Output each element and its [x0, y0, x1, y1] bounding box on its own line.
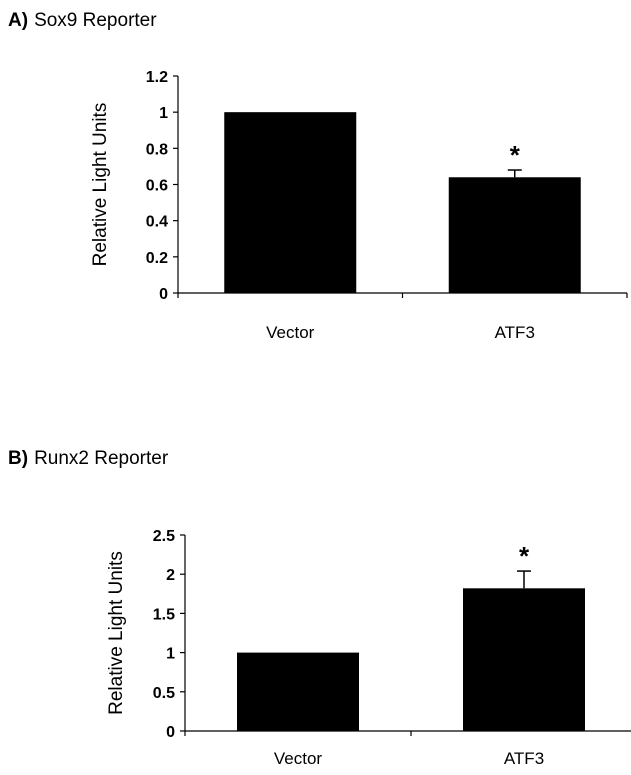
- bar: [463, 588, 585, 731]
- bar: [224, 112, 357, 294]
- panel-a: A) Sox9 Reporter 0 0.2 0.4 0.6 0.8 1 1.2 Vector *…: [0, 0, 631, 385]
- y-tick-label: 0.2: [146, 250, 168, 267]
- y-axis-label: Relative Light Units: [90, 103, 111, 267]
- chart-title-text-a: Sox9 Reporter: [34, 10, 157, 31]
- y-axis-label: Relative Light Units: [106, 551, 127, 715]
- x-tick-label: ATF3: [495, 323, 535, 342]
- y-tick-label: 1.2: [146, 69, 168, 86]
- y-tick-label: 2: [166, 567, 175, 584]
- y-tick-label: 0: [159, 286, 168, 303]
- y-tick-label: 0.5: [153, 685, 175, 702]
- y-tick-label: 0: [166, 724, 175, 741]
- x-tick-label: Vector: [274, 749, 323, 768]
- y-tick-label: 2.5: [153, 528, 175, 545]
- y-tick-label: 0.4: [146, 214, 168, 231]
- chart-title-b: B) Runx2 Reporter: [8, 448, 168, 470]
- panel-letter-a: A): [8, 10, 29, 31]
- bar: [448, 177, 581, 293]
- bar: [237, 652, 359, 731]
- y-tick-label: 1: [159, 105, 168, 122]
- chart-title-text-b: Runx2 Reporter: [34, 448, 169, 469]
- chart-b: 0 0.5 1 1.5 2 2.5 Vector * ATF3 Relative Light Un…: [106, 528, 631, 768]
- significance-marker: *: [519, 541, 530, 571]
- x-tick-label: ATF3: [504, 749, 544, 768]
- y-tick-label: 1: [166, 646, 175, 663]
- y-tick-label: 0.8: [146, 141, 168, 158]
- panel-b: B) Runx2 Reporter 0 0.5 1 1.5 2 2.5 Vector * ATF3…: [0, 430, 631, 770]
- panel-letter-b: B): [8, 448, 29, 469]
- x-tick-label: Vector: [266, 323, 315, 342]
- significance-marker: *: [510, 140, 521, 170]
- y-tick-label: 0.6: [146, 178, 168, 195]
- y-tick-label: 1.5: [153, 606, 175, 623]
- chart-a: 0 0.2 0.4 0.6 0.8 1 1.2 Vector * ATF3 Relative Lig…: [90, 69, 628, 342]
- chart-title-a: A) Sox9 Reporter: [8, 10, 157, 32]
